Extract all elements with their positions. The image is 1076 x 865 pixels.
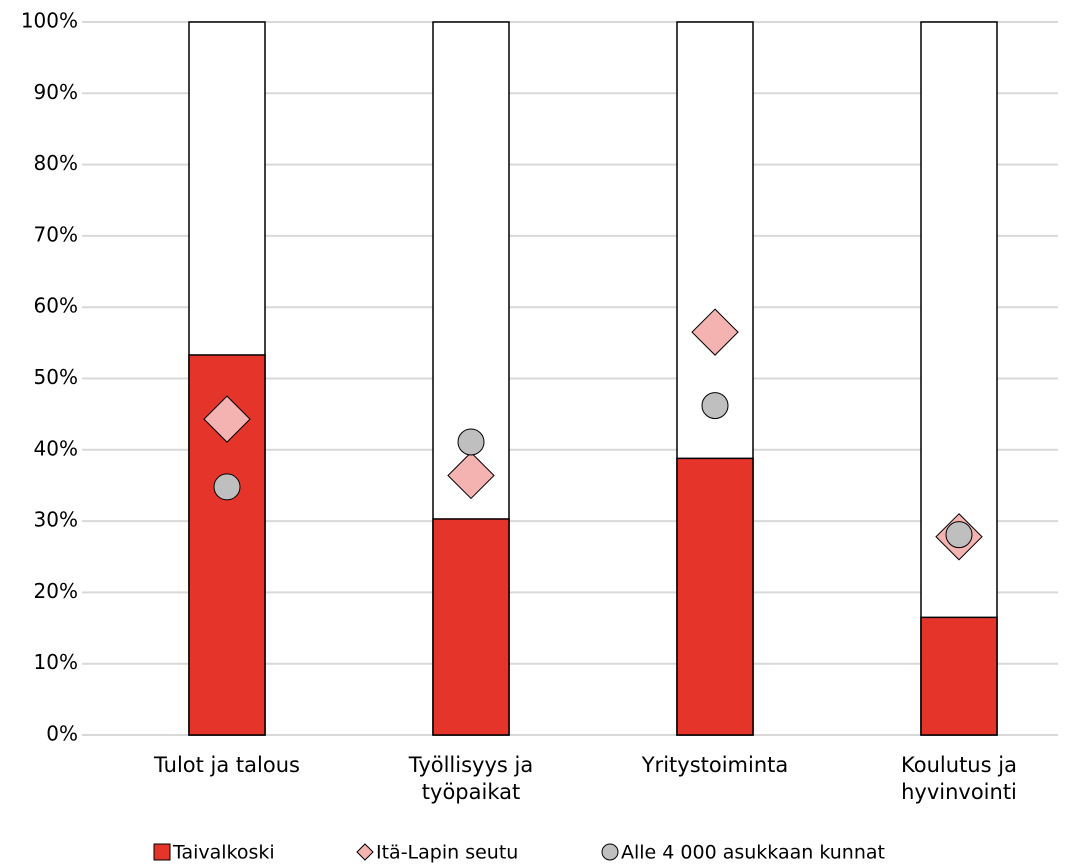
legend-label: Taivalkoski bbox=[172, 842, 275, 864]
bar bbox=[920, 616, 998, 736]
bar-frame bbox=[920, 21, 998, 736]
y-tick-label: 30% bbox=[34, 508, 78, 532]
diamond-marker bbox=[203, 395, 251, 443]
y-tick-label: 70% bbox=[34, 222, 78, 246]
x-tick-label: Koulutus ja hyvinvointi bbox=[901, 753, 1017, 805]
x-tick-label-box: Työllisyys ja työpaikat bbox=[408, 753, 534, 805]
x-tick-label-box: Yritystoiminta bbox=[641, 753, 789, 777]
legend-label: Alle 4 000 asukkaan kunnat bbox=[621, 842, 885, 864]
diamond-marker bbox=[447, 451, 495, 500]
circle-marker bbox=[945, 521, 973, 549]
circle-marker bbox=[213, 473, 241, 501]
x-tick-label-box: Koulutus ja hyvinvointi bbox=[901, 753, 1017, 805]
y-tick-label: 10% bbox=[34, 650, 78, 674]
x-tick-label-box: Tulot ja talous bbox=[154, 753, 300, 777]
x-tick-label: Tulot ja talous bbox=[154, 753, 300, 777]
y-tick-label: 60% bbox=[34, 294, 78, 318]
bar bbox=[676, 457, 754, 736]
x-tick-label: Yritystoiminta bbox=[641, 753, 789, 777]
legend-label: Itä-Lapin seutu bbox=[376, 842, 518, 864]
legend-swatch bbox=[356, 843, 374, 861]
y-tick-label: 0% bbox=[46, 722, 78, 746]
y-tick-label: 90% bbox=[34, 80, 78, 104]
y-tick-label: 100% bbox=[21, 9, 78, 33]
x-tick-label: Työllisyys ja työpaikat bbox=[408, 753, 534, 805]
y-tick-label: 40% bbox=[34, 436, 78, 460]
bar bbox=[432, 518, 510, 736]
legend-swatch bbox=[153, 843, 171, 861]
circle-marker bbox=[457, 428, 485, 456]
y-tick-label: 80% bbox=[34, 151, 78, 175]
diamond-marker bbox=[691, 308, 739, 356]
y-tick-label: 50% bbox=[34, 365, 78, 389]
legend-swatch bbox=[601, 843, 619, 861]
y-tick-label: 20% bbox=[34, 579, 78, 603]
circle-marker bbox=[701, 392, 729, 420]
